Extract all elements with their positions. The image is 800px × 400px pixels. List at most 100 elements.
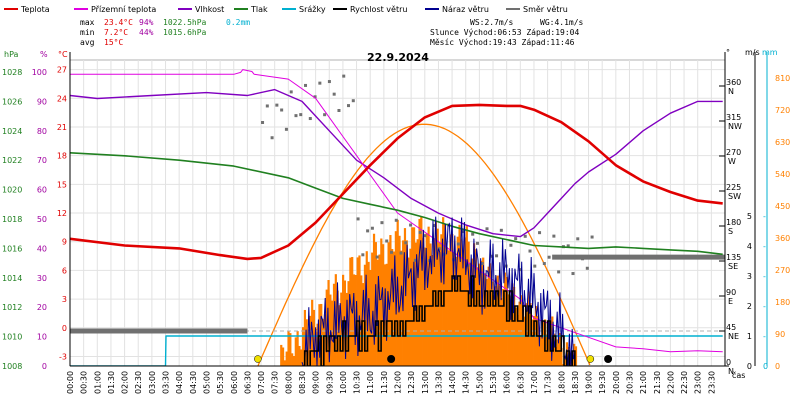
solar-bar [427,226,430,366]
dir-point [581,257,585,261]
series-smer-vetru [70,74,725,334]
x-tick-label: 14:00 [448,371,457,394]
solar-bar [314,328,317,366]
mm-unit: mm [762,48,778,57]
solar-bar [398,235,401,366]
dir-point [547,255,551,259]
x-tick-label: 01:00 [93,371,102,394]
temp-tick-label: 21 [57,123,67,132]
solar-bar [298,345,301,366]
solar-bar [429,243,432,366]
dir-point [475,241,479,245]
solar-bar [451,233,454,366]
wm2-tick-label: 270 [775,266,790,275]
legend-label: Rychlost větru [350,5,407,14]
dir-point [490,254,494,258]
x-tick-label: 17:00 [530,371,539,394]
solar-bar [511,283,514,366]
x-tick-label: 21:00 [639,371,648,394]
solar-bar [294,337,297,366]
dir-tick-label: SE [728,262,738,271]
dir-point [533,264,537,268]
stat-value: 1022.5hPa [163,18,207,27]
legend-label: Náraz větru [442,5,489,14]
solar-bar [300,349,303,366]
temp-tick-label: 3 [62,295,67,304]
x-tick-label: 19:30 [598,371,607,394]
solar-bar [449,234,452,366]
solar-bar [356,257,359,366]
legend-label: Srážky [299,5,326,14]
hpa-tick-label: 1012 [2,303,22,312]
ms-tick-label: 1 [747,332,752,341]
x-tick-label: 13:00 [421,371,430,394]
wm2-tick-label: 720 [775,106,790,115]
hpa-tick-label: 1014 [2,274,22,283]
x-tick-label: 09:30 [325,371,334,394]
dir-tick-deg: 0 [726,358,731,367]
solar-bar [523,316,527,366]
solar-bar [287,331,290,366]
dir-point [342,74,346,78]
x-tick-label: 17:30 [544,371,553,394]
pct-tick-label: 0 [42,362,47,371]
solar-bar [403,228,407,366]
dir-point [265,104,269,108]
plot-area [70,69,725,366]
x-tick-label: 12:00 [394,371,403,394]
x-tick-label: 07:00 [257,371,266,394]
dir-point [480,262,484,266]
x-tick-label: 02:00 [121,371,130,394]
ms-tick-label: 2 [747,302,752,311]
x-tick-label: 11:30 [380,371,389,394]
solar-bar [425,233,428,366]
dir-point [528,249,532,253]
dir-point [332,92,336,96]
solar-bar [331,300,334,366]
pct-tick-label: 20 [37,303,47,312]
solar-bar [336,290,339,366]
solar-bar [563,357,567,366]
solar-bar [480,260,483,366]
solar-bar [462,250,465,366]
legend-label: Tlak [250,5,268,14]
solar-bar [493,295,496,366]
mm-tick-label: - [763,272,766,281]
dir-point [347,104,351,108]
dir-point [308,117,312,121]
solar-bar [414,242,417,366]
series-teplota-line [70,103,723,261]
dir-point [485,227,489,231]
x-tick-label: 12:30 [407,371,416,394]
dir-point [289,90,293,94]
dir-point [327,80,331,84]
dir-point [552,234,556,238]
dir-point [409,223,413,227]
pct-unit: % [40,50,48,59]
dir-tick-label: NE [728,332,739,341]
dir-point [523,234,527,238]
dir-point [275,103,279,107]
solar-bar [471,258,474,366]
x-tick-label: 21:30 [653,371,662,394]
x-tick-label: 10:30 [353,371,362,394]
solar-bar [281,347,285,366]
mm-tick-label: - [763,332,766,341]
x-tick-label: 16:30 [516,371,525,394]
dir-tick-deg: 270 [726,148,741,157]
solar-bar [325,289,328,366]
hpa-unit: hPa [4,50,19,59]
dir-point [585,266,589,270]
solar-bar [280,344,283,366]
wm2-tick-label: 630 [775,138,790,147]
dir-tick-deg: 90 [726,288,736,297]
dir-point [542,262,546,266]
hpa-tick-label: 1008 [2,362,22,371]
solar-bar [556,339,559,366]
info-ws: WS:2.7m/s [470,18,514,27]
solar-bar [312,309,316,366]
legend-label: Směr větru [523,5,568,14]
solar-bar [303,309,306,366]
solar-bar [418,218,421,366]
x-tick-label: 22:30 [680,371,689,394]
